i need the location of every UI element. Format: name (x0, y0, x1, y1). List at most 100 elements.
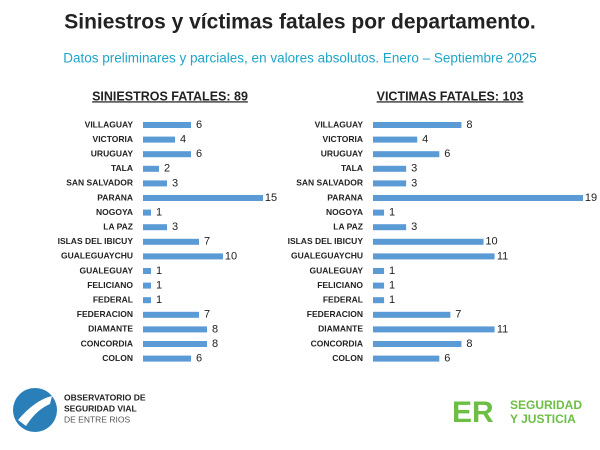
category-label: COLON (332, 353, 363, 363)
bar (373, 195, 583, 201)
logo-mark: ER (452, 396, 494, 429)
value-label: 3 (411, 163, 417, 175)
page-title: Siniestros y víctimas fatales por depart… (64, 11, 536, 34)
bar (143, 209, 151, 216)
bar (143, 224, 167, 231)
value-label: 6 (444, 353, 450, 365)
bar (373, 355, 440, 362)
category-label: TALA (341, 163, 363, 173)
value-label: 11 (497, 323, 508, 335)
value-label: 10 (485, 236, 497, 248)
value-label: 6 (196, 119, 202, 131)
page-subtitle: Datos preliminares y parciales, en valor… (63, 51, 537, 66)
category-label: COLON (102, 353, 133, 363)
value-label: 6 (444, 148, 450, 160)
logo-text: OBSERVATORIO DE (64, 392, 146, 402)
bar (143, 282, 151, 289)
bar (373, 282, 385, 289)
value-label: 4 (422, 134, 428, 146)
bar (373, 165, 407, 172)
logo-text: Y JUSTICIA (510, 412, 576, 426)
value-label: 8 (466, 119, 472, 131)
category-label: FELICIANO (87, 280, 133, 290)
value-label: 4 (180, 134, 186, 146)
bar (143, 326, 207, 333)
value-label: 7 (204, 236, 210, 248)
value-label: 1 (156, 265, 162, 277)
category-label: SAN SALVADOR (296, 178, 363, 188)
value-label: 10 (225, 250, 237, 262)
ministry-logo: ER SEGURIDAD Y JUSTICIA (452, 396, 582, 429)
logo-road (18, 396, 52, 426)
category-label: NOGOYA (96, 207, 133, 217)
bar (143, 151, 191, 158)
category-label: GUALEGUAY (79, 265, 133, 275)
category-label: LA PAZ (333, 221, 363, 231)
bar (143, 311, 199, 318)
value-label: 1 (389, 280, 395, 292)
value-label: 7 (204, 309, 210, 321)
value-label: 6 (196, 148, 202, 160)
bar (373, 122, 462, 128)
category-label: PARANA (327, 192, 363, 202)
category-label: FEDERACION (307, 309, 363, 319)
category-label: FELICIANO (317, 280, 363, 290)
category-label: ISLAS DEL IBICUY (58, 236, 134, 246)
value-label: 8 (212, 323, 218, 335)
value-label: 1 (156, 294, 162, 306)
logo-text: SEGURIDAD (510, 398, 582, 412)
value-label: 3 (172, 177, 178, 189)
category-label: CONCORDIA (81, 338, 133, 348)
category-label: FEDERAL (93, 294, 133, 304)
category-label: CONCORDIA (311, 338, 363, 348)
category-label: URUGUAY (321, 148, 364, 158)
logo-text: DE ENTRE RIOS (64, 414, 130, 424)
category-label: FEDERACION (77, 309, 133, 319)
category-label: ISLAS DEL IBICUY (288, 236, 364, 246)
bar (373, 326, 495, 333)
bar (143, 268, 151, 274)
value-label: 1 (389, 207, 395, 219)
bar (373, 297, 385, 304)
bar (143, 165, 159, 172)
chart-title: SINIESTROS FATALES: 89 (92, 89, 248, 103)
bar (143, 180, 167, 187)
bar (373, 238, 484, 245)
category-label: GUALEGUAYCHU (291, 251, 363, 261)
value-label: 1 (156, 280, 162, 292)
category-label: URUGUAY (91, 148, 134, 158)
logo-text: SEGURIDAD VIAL (64, 403, 137, 413)
category-label: PARANA (97, 192, 133, 202)
bar (373, 209, 385, 216)
bar (143, 297, 151, 304)
category-label: VICTORIA (323, 134, 363, 144)
category-label: GUALEGUAYCHU (61, 251, 133, 261)
bar (143, 195, 263, 201)
value-label: 6 (196, 353, 202, 365)
bar (373, 253, 495, 260)
category-label: DIAMANTE (318, 324, 363, 334)
value-label: 19 (585, 192, 597, 204)
bar (143, 253, 223, 260)
bar (373, 268, 385, 274)
bar (143, 355, 191, 362)
value-label: 3 (172, 221, 178, 233)
value-label: 2 (164, 163, 170, 175)
value-label: 8 (212, 338, 218, 350)
category-label: VILLAGUAY (85, 119, 134, 129)
value-label: 1 (389, 294, 395, 306)
bar (143, 341, 207, 347)
bar (143, 136, 175, 143)
value-label: 3 (411, 177, 417, 189)
value-label: 8 (466, 338, 472, 350)
value-label: 3 (411, 221, 417, 233)
bar (373, 151, 440, 158)
value-label: 7 (455, 309, 461, 321)
category-label: GUALEGUAY (309, 265, 363, 275)
category-label: TALA (111, 163, 133, 173)
value-label: 15 (265, 192, 277, 204)
category-label: VICTORIA (93, 134, 133, 144)
bar (143, 122, 191, 128)
category-label: FEDERAL (323, 294, 363, 304)
